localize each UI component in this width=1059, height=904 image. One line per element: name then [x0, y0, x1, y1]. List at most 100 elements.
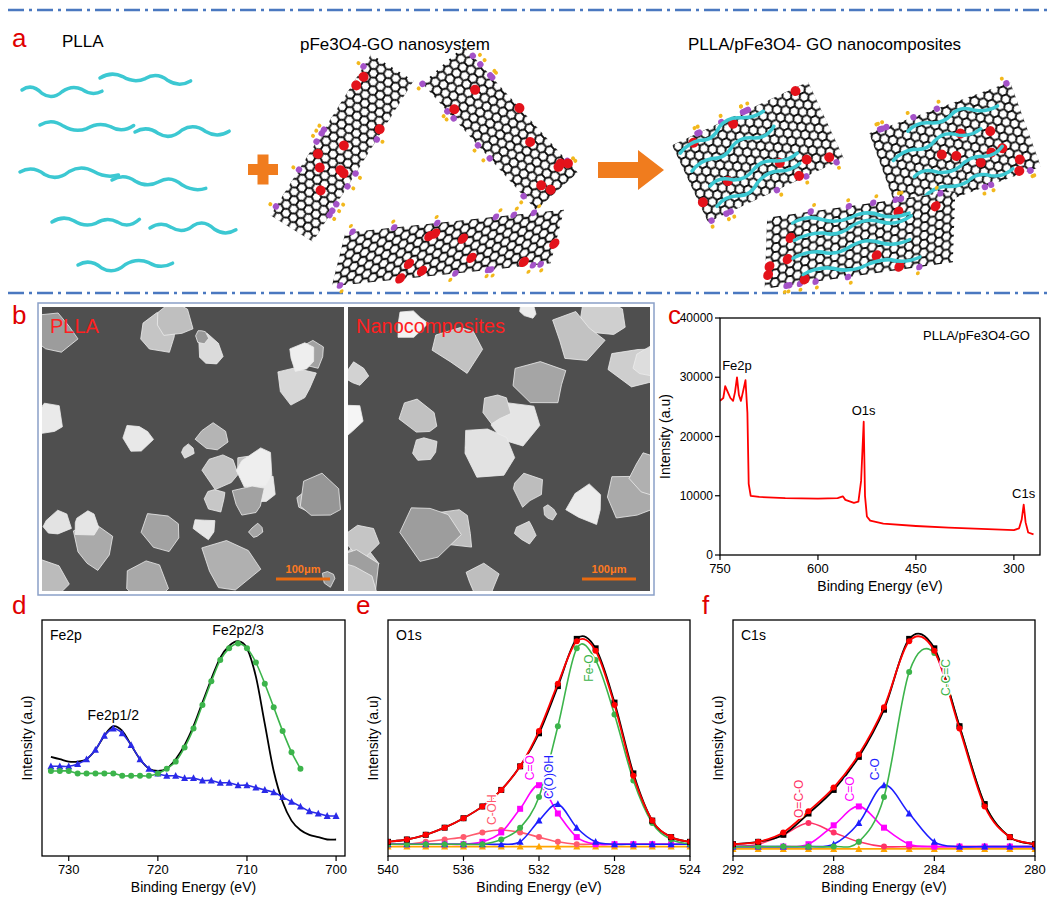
oxygen-atom: [523, 135, 537, 149]
marker: [442, 841, 448, 847]
y-tick-label: 20000: [680, 430, 714, 444]
marker: [555, 723, 561, 729]
chart-title: PLLA/pFe3O4-GO: [923, 328, 1030, 343]
oxygen-atom: [349, 78, 363, 92]
h-atom: [477, 52, 483, 58]
oxygen-atom: [337, 139, 351, 153]
h-atom: [738, 104, 743, 109]
marker: [422, 840, 429, 847]
h-atom: [905, 110, 910, 115]
functional-group: [909, 113, 917, 121]
x-tick-label: 730: [58, 862, 80, 877]
particle: [182, 444, 195, 458]
oxygen-atom: [416, 265, 429, 276]
series-line: [733, 636, 1035, 844]
marker: [66, 768, 72, 774]
marker: [243, 781, 250, 788]
y-axis-title: Intensity (a.u): [710, 696, 726, 781]
particle: [236, 448, 271, 487]
particle: [300, 473, 340, 515]
marker: [555, 681, 561, 687]
h-atom: [448, 278, 453, 283]
h-atom: [779, 192, 784, 197]
scale-bar: [276, 578, 330, 581]
marker: [84, 770, 90, 776]
oxygen-atom: [782, 253, 792, 265]
marker: [442, 825, 448, 831]
particle: [193, 520, 215, 540]
particle: [400, 508, 462, 562]
marker: [805, 843, 812, 850]
marker: [288, 798, 295, 805]
particle: [43, 510, 71, 534]
marker: [92, 770, 98, 776]
h-atom: [481, 158, 487, 164]
oxygen-atom: [512, 101, 526, 115]
functional-group: [707, 216, 716, 225]
polymer-chain: [22, 87, 102, 96]
polymer-chain: [78, 260, 173, 270]
functional-group: [449, 114, 458, 123]
marker: [279, 793, 286, 800]
particle: [520, 307, 536, 318]
marker: [262, 681, 268, 687]
plot-frame: [42, 620, 345, 856]
marker: [461, 834, 467, 840]
separator: [8, 9, 1051, 12]
x-tick-label: 710: [236, 862, 258, 877]
functional-group: [786, 282, 793, 289]
h-atom: [798, 287, 802, 292]
h-atom: [518, 200, 524, 206]
marker: [780, 844, 786, 850]
marker: [235, 781, 242, 788]
marker: [199, 702, 205, 708]
marker: [498, 836, 504, 842]
h-atom: [692, 125, 697, 130]
y-tick: [715, 317, 720, 318]
h-atom: [836, 165, 841, 170]
series-line: [388, 636, 690, 842]
h-atom: [874, 194, 878, 199]
h-atom: [416, 86, 422, 92]
particle: [202, 455, 238, 490]
y-tick: [715, 377, 720, 378]
y-tick-label: 0: [706, 548, 713, 562]
marker: [101, 732, 108, 739]
h-atom: [498, 208, 503, 213]
functional-group: [343, 182, 352, 191]
h-atom: [472, 148, 478, 154]
x-tick: [833, 856, 834, 861]
functional-group: [741, 107, 750, 116]
functional-group: [486, 71, 495, 80]
marker: [517, 825, 523, 831]
h-atom: [317, 123, 323, 129]
marker: [226, 645, 232, 651]
marker: [461, 841, 467, 847]
marker: [517, 806, 523, 812]
peak-label: Fe-O: [582, 654, 596, 681]
marker: [806, 844, 812, 850]
particle: [232, 486, 264, 515]
x-tick: [1013, 555, 1014, 560]
functional-group: [892, 196, 899, 203]
sheet-base: [422, 46, 577, 210]
oxygen-atom: [792, 169, 805, 182]
oxygen-atom: [468, 83, 482, 97]
h-atom: [786, 289, 790, 294]
h-atom: [1032, 173, 1037, 178]
particle: [483, 395, 511, 424]
particle: [75, 511, 99, 535]
x-tick: [157, 856, 158, 861]
marker: [110, 770, 116, 776]
h-atom: [380, 139, 386, 145]
h-atom: [897, 191, 901, 196]
marker: [881, 704, 887, 710]
sheet-lattice: [422, 46, 577, 210]
particle: [204, 490, 225, 512]
particle: [544, 505, 557, 520]
marker: [536, 834, 542, 840]
h-atom: [745, 101, 750, 106]
marker: [48, 768, 54, 774]
functional-group: [1002, 79, 1010, 87]
sem-image: [42, 307, 344, 591]
